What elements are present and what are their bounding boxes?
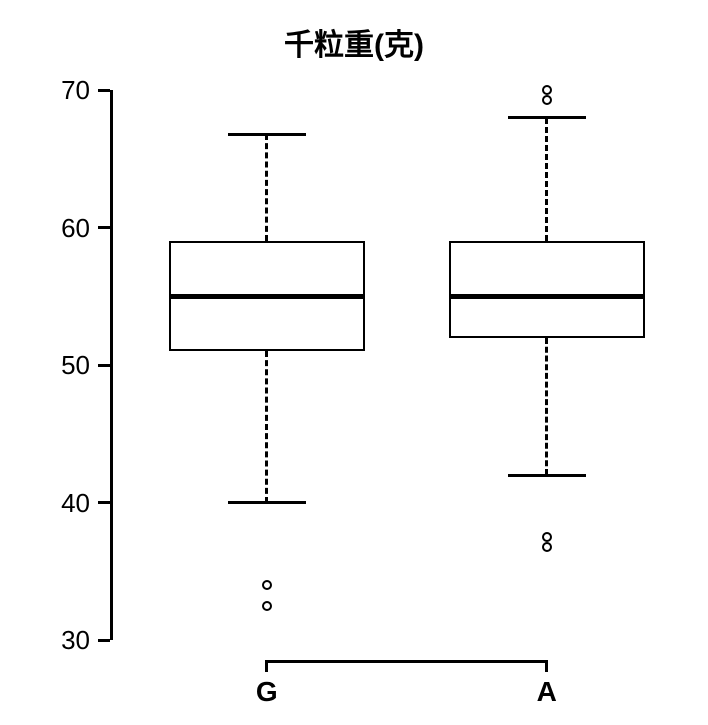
outlier-point [262, 580, 272, 590]
x-tick-label: A [507, 676, 587, 708]
x-tick [265, 660, 268, 672]
y-tick [98, 89, 110, 92]
y-tick [98, 501, 110, 504]
boxplot-chart: 千粒重(克) 3040506070GA [0, 0, 708, 725]
plot-area: 3040506070GA [110, 90, 670, 640]
whisker-cap-upper [228, 133, 306, 136]
whisker-cap-upper [508, 116, 586, 119]
whisker-cap-lower [228, 501, 306, 504]
y-tick [98, 226, 110, 229]
y-axis-line [110, 90, 113, 640]
outlier-point [542, 85, 552, 95]
whisker-cap-lower [508, 474, 586, 477]
outlier-point [542, 532, 552, 542]
whisker-lower [265, 351, 268, 502]
outlier-point [542, 95, 552, 105]
y-tick [98, 364, 110, 367]
median-line [169, 294, 365, 299]
outlier-point [262, 601, 272, 611]
y-tick-label: 60 [30, 213, 90, 244]
chart-title: 千粒重(克) [0, 20, 708, 64]
whisker-upper [545, 118, 548, 242]
whisker-upper [265, 134, 268, 241]
box [449, 241, 645, 337]
y-tick [98, 639, 110, 642]
median-line [449, 294, 645, 299]
y-tick-label: 30 [30, 625, 90, 656]
y-tick-label: 70 [30, 75, 90, 106]
x-tick [545, 660, 548, 672]
y-tick-label: 50 [30, 350, 90, 381]
whisker-lower [545, 338, 548, 476]
y-tick-label: 40 [30, 488, 90, 519]
x-axis-line [267, 660, 547, 663]
x-tick-label: G [227, 676, 307, 708]
outlier-point [542, 542, 552, 552]
